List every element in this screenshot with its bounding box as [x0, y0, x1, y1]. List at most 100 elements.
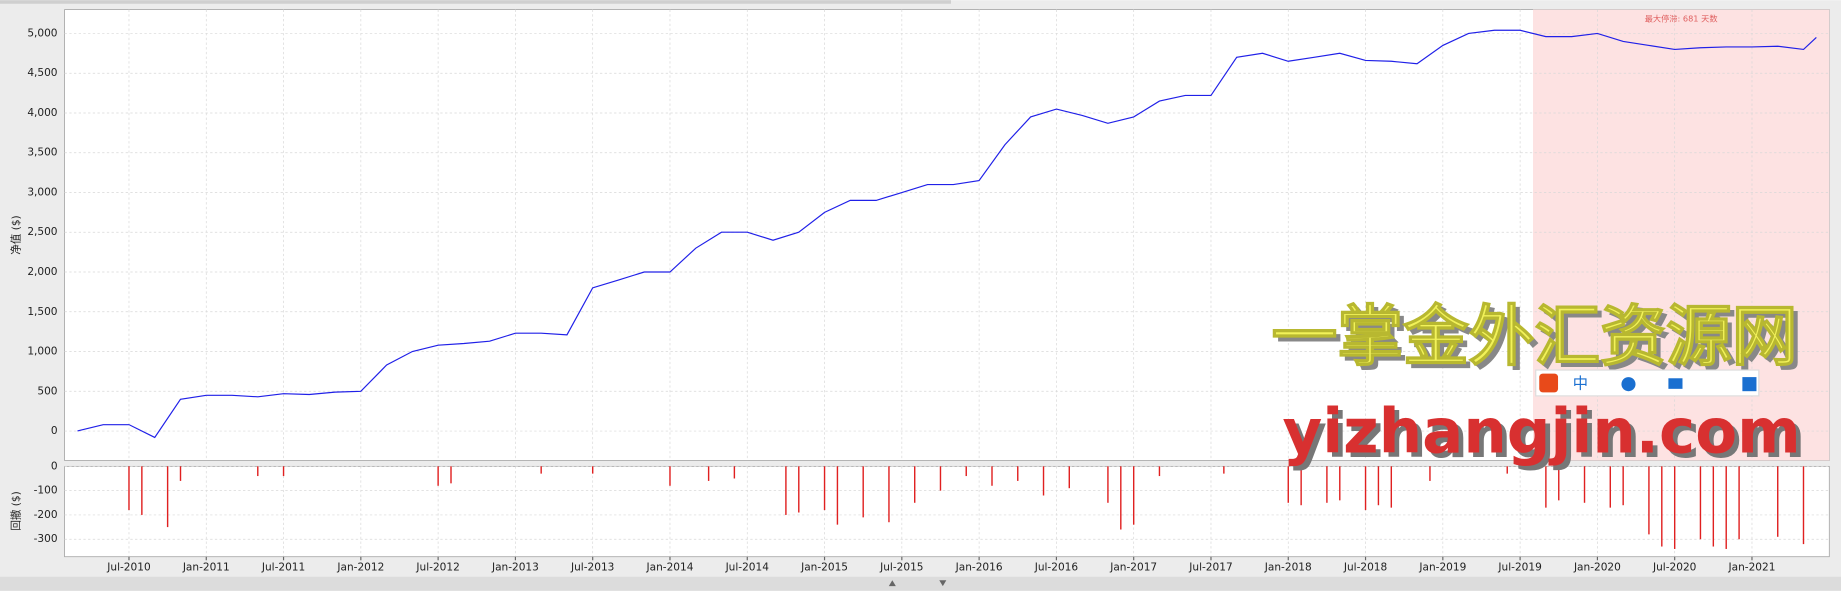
drawdown-bar [1223, 466, 1225, 474]
watermark: 一掌金外汇资源网 一掌金外汇资源网 中 yizhangjin.com yizha… [1271, 297, 1805, 472]
x-tick-label: Jan-2011 [182, 561, 230, 573]
drawdown-bar [965, 466, 967, 477]
drawdown-bar [1712, 466, 1715, 547]
drawdown-bar [1777, 466, 1779, 537]
drawdown-bar [1661, 466, 1663, 547]
ime-icon [1742, 377, 1757, 392]
drawdown-bar [1377, 466, 1380, 506]
drawdown-bar [166, 466, 169, 528]
drawdown-bar [1300, 466, 1302, 506]
drawdown-bar [836, 466, 839, 525]
drawdown-bar [1017, 466, 1019, 481]
drawdown-bar [450, 466, 452, 484]
drawdown-bar [991, 466, 993, 486]
y-tick-label: -200 [34, 509, 58, 521]
drawdown-bar [1648, 466, 1650, 535]
drawdown-bar [1158, 466, 1161, 477]
drawdown-bar [1609, 466, 1611, 508]
drawdown-bar [1545, 466, 1547, 508]
drawdown-bar [540, 466, 542, 474]
drawdown-bar [888, 466, 890, 523]
x-tick-label: Jul-2019 [1497, 561, 1541, 573]
drawdown-bar [785, 466, 787, 515]
drawdown-area [64, 465, 1830, 558]
x-tick-label: Jan-2016 [955, 561, 1003, 573]
drawdown-bar [128, 466, 130, 511]
drawdown-bar [1673, 466, 1676, 549]
x-tick-label: Jan-2021 [1728, 561, 1776, 573]
drawdown-bar [1699, 466, 1702, 540]
x-tick-label: Jan-2020 [1573, 561, 1621, 573]
y-tick-label: 4,500 [27, 67, 57, 79]
drawdown-bar [707, 466, 710, 481]
x-tick-label: Jan-2013 [491, 561, 539, 573]
ime-mode: 中 [1573, 375, 1588, 393]
x-tick-label: Jan-2018 [1264, 561, 1312, 573]
drawdown-bar [1558, 466, 1560, 501]
drawdown-bar [1107, 466, 1109, 503]
watermark-shadow: 一掌金外汇资源网 [1276, 302, 1802, 379]
x-tick-label: Jul-2020 [1652, 561, 1697, 573]
drawdown-bar [1326, 466, 1328, 503]
x-tick-label: Jul-2014 [725, 561, 770, 573]
splitter-arrows [888, 580, 947, 587]
drawdown-bar [1068, 466, 1070, 489]
tab-strip [0, 0, 952, 4]
y-tick-label: 2,500 [27, 226, 57, 238]
y-tick-label: 0 [51, 460, 58, 472]
x-tick-label: Jul-2013 [570, 561, 614, 573]
drawdown-bar [1287, 466, 1289, 503]
y-tick-label: 0 [51, 425, 58, 437]
drawdown-bar [1429, 466, 1431, 481]
drawdown-bar [1583, 466, 1586, 503]
ime-bar [1535, 369, 1760, 397]
y-tick-label: 1,000 [27, 346, 57, 358]
drawdown-bar [669, 466, 671, 486]
y-tick-label: 500 [37, 385, 57, 397]
drawdown-bar [1725, 466, 1727, 549]
x-tick-label: Jul-2015 [879, 561, 923, 573]
x-tick-label: Jul-2016 [1034, 561, 1079, 573]
drawdown-bar [591, 466, 594, 474]
x-tick-label: Jan-2012 [336, 561, 384, 573]
x-tick-label: Jul-2011 [261, 561, 305, 573]
drawdown-bar [1390, 466, 1393, 508]
drawdown-bar [1339, 466, 1341, 501]
drawdown-bar [1506, 466, 1508, 474]
y-tick-label: 5,000 [27, 27, 57, 39]
y-tick-label: 4,000 [27, 107, 57, 119]
x-tick-label: Jan-2015 [800, 561, 848, 573]
drawdown-bar [437, 466, 439, 486]
drawdown-bar [282, 466, 285, 477]
y-tick-label: -300 [34, 533, 58, 545]
drawdown-bar [823, 466, 826, 511]
stagnation-label: 最大停滞: 681 天数 [1645, 13, 1718, 23]
drawdown-bar [1622, 466, 1624, 506]
x-tick-label: Jul-2010 [106, 561, 151, 573]
watermark-shadow: yizhangjin.com [1287, 401, 1805, 472]
drawdown-bar [733, 466, 736, 479]
drawdown-bar [1364, 466, 1367, 511]
y-tick-label: 1,500 [27, 306, 57, 318]
drawdown-bar [862, 466, 864, 518]
drawdown-bar [1802, 466, 1805, 545]
ime-logo [1539, 373, 1559, 393]
drawdown-bar [141, 466, 143, 515]
watermark-title: 一掌金外汇资源网 [1272, 298, 1798, 375]
y-tick-label: 3,500 [27, 147, 57, 159]
drawdown-bar [939, 466, 942, 491]
watermark-url: yizhangjin.com [1282, 396, 1800, 467]
drawdown-bar [798, 466, 800, 513]
y-axis-label: 回撤 ($) [9, 491, 22, 530]
x-tick-label: Jul-2017 [1188, 561, 1232, 573]
drawdown-bar [1132, 466, 1135, 525]
drawdown-bar [1042, 466, 1045, 496]
equity-line [77, 29, 1817, 439]
ime-icon [1621, 377, 1636, 392]
x-tick-label: Jul-2018 [1343, 561, 1387, 573]
drawdown-bar [179, 466, 182, 481]
y-axis-label: 净值 ($) [9, 215, 22, 254]
drawdown-bar [1120, 466, 1122, 530]
x-tick-label: Jan-2017 [1109, 561, 1157, 573]
